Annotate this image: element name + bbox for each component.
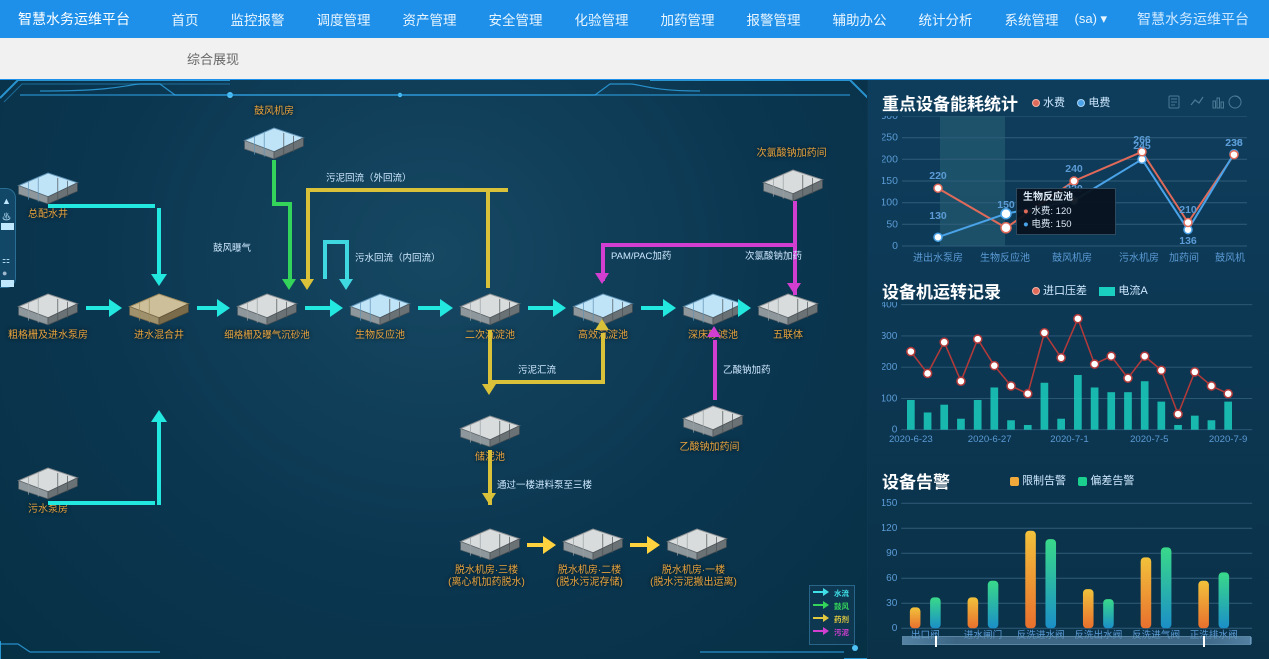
svg-text:300: 300 — [882, 116, 898, 122]
svg-text:150: 150 — [997, 199, 1015, 211]
svg-text:2020-6-27: 2020-6-27 — [968, 434, 1012, 442]
svg-text:进出水泵房: 进出水泵房 — [913, 251, 963, 264]
svg-text:2020-6-23: 2020-6-23 — [889, 434, 933, 442]
svg-text:210: 210 — [1179, 204, 1197, 216]
svg-text:238: 238 — [1225, 137, 1243, 149]
svg-text:0: 0 — [892, 623, 898, 634]
svg-text:2020-7-1: 2020-7-1 — [1050, 434, 1088, 442]
svg-text:污水机房: 污水机房 — [1119, 251, 1159, 264]
svg-text:2020-7-5: 2020-7-5 — [1130, 434, 1168, 442]
svg-text:50: 50 — [886, 218, 898, 230]
svg-text:加药间: 加药间 — [1169, 251, 1199, 264]
svg-text:245: 245 — [1133, 140, 1151, 152]
svg-text:生物反应池: 生物反应池 — [980, 251, 1030, 264]
svg-text:300: 300 — [882, 331, 898, 342]
svg-text:150: 150 — [882, 498, 898, 509]
svg-text:鼓风机: 鼓风机 — [1215, 251, 1245, 264]
svg-text:60: 60 — [886, 573, 898, 584]
svg-text:30: 30 — [886, 598, 898, 609]
svg-text:150: 150 — [882, 175, 898, 187]
svg-text:200: 200 — [882, 153, 898, 165]
svg-text:136: 136 — [1179, 235, 1197, 247]
svg-text:100: 100 — [882, 393, 898, 404]
svg-text:250: 250 — [882, 132, 898, 144]
svg-text:120: 120 — [882, 523, 898, 534]
svg-text:0: 0 — [892, 240, 898, 252]
svg-text:130: 130 — [929, 210, 947, 222]
svg-text:400: 400 — [882, 302, 898, 311]
svg-text:220: 220 — [929, 170, 947, 182]
svg-text:鼓风机房: 鼓风机房 — [1052, 251, 1092, 264]
svg-text:100: 100 — [882, 197, 898, 209]
svg-text:2020-7-9: 2020-7-9 — [1209, 434, 1247, 442]
svg-text:200: 200 — [882, 362, 898, 373]
svg-text:90: 90 — [886, 548, 898, 559]
svg-text:240: 240 — [1065, 163, 1083, 175]
